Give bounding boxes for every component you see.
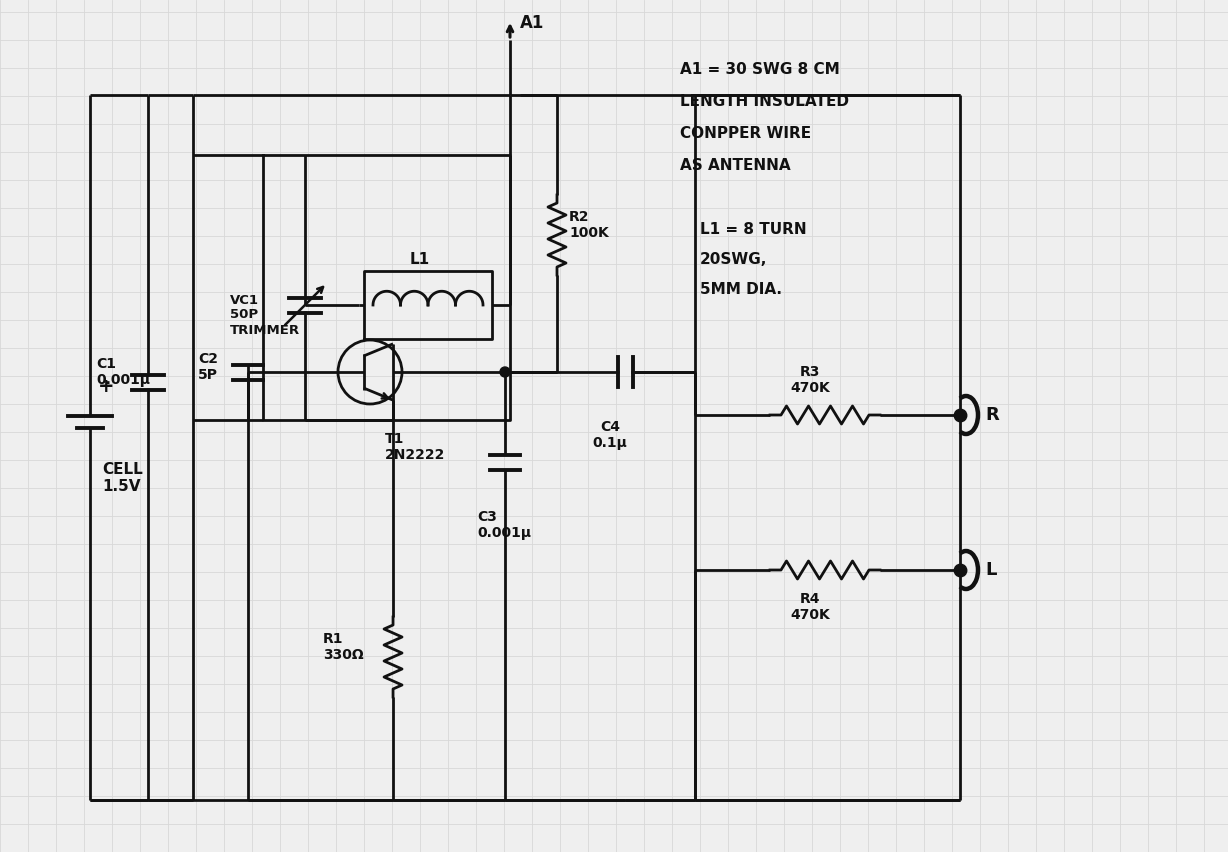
Text: C3
0.001μ: C3 0.001μ (476, 510, 530, 540)
Text: R3
470K: R3 470K (790, 365, 830, 395)
Text: L: L (985, 561, 996, 579)
Text: AS ANTENNA: AS ANTENNA (680, 158, 791, 173)
Text: CELL
1.5V: CELL 1.5V (102, 462, 142, 494)
Text: CONPPER WIRE: CONPPER WIRE (680, 126, 812, 141)
Text: +: + (98, 377, 114, 396)
Text: L1 = 8 TURN: L1 = 8 TURN (700, 222, 807, 237)
Text: A1 = 30 SWG 8 CM: A1 = 30 SWG 8 CM (680, 62, 840, 77)
Text: C1
0.001μ: C1 0.001μ (96, 357, 150, 387)
Text: LENGTH INSULATED: LENGTH INSULATED (680, 94, 849, 109)
Text: C2
5P: C2 5P (198, 352, 219, 382)
Text: R4
470K: R4 470K (790, 592, 830, 622)
Text: R1
330Ω: R1 330Ω (323, 632, 363, 662)
Text: A1: A1 (519, 14, 544, 32)
Text: R: R (985, 406, 998, 424)
Text: VC1
50P
TRIMMER: VC1 50P TRIMMER (230, 293, 300, 337)
Text: R2
100K: R2 100K (569, 210, 609, 240)
Text: 20SWG,: 20SWG, (700, 252, 768, 267)
Text: T1
2N2222: T1 2N2222 (386, 432, 446, 462)
Text: C4
0.1μ: C4 0.1μ (593, 420, 628, 450)
Circle shape (500, 367, 510, 377)
Text: 5MM DIA.: 5MM DIA. (700, 282, 782, 297)
Text: L1: L1 (410, 252, 430, 267)
